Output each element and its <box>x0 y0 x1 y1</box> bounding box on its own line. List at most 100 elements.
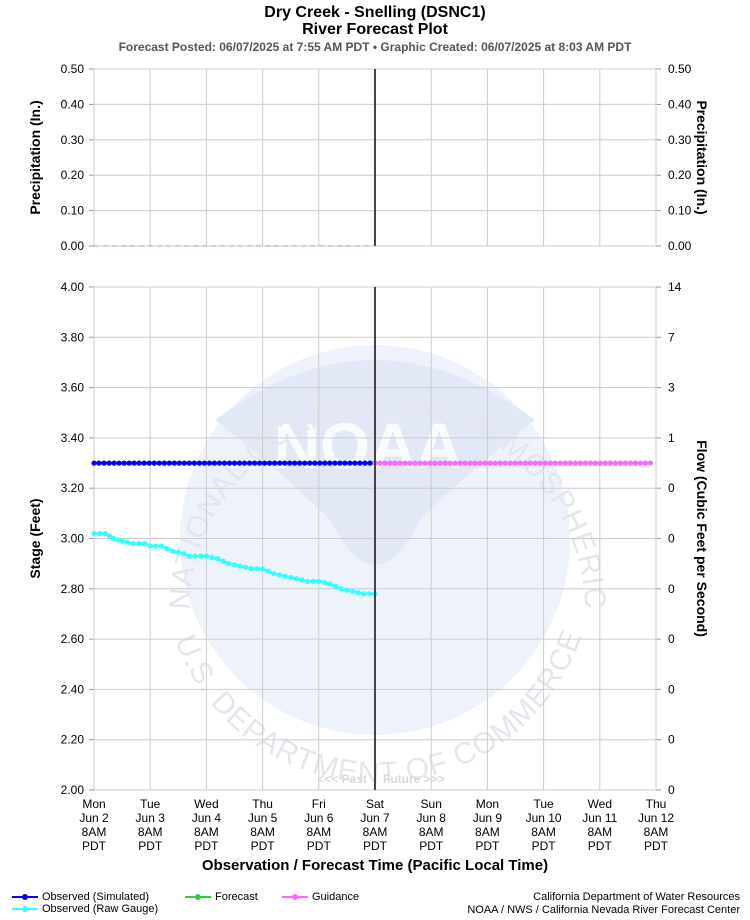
stage-data-point <box>338 586 344 592</box>
x-tick-label: Thu <box>252 797 273 811</box>
legend-label: Forecast <box>215 891 258 903</box>
stage-data-point <box>158 543 164 549</box>
stage-data-point <box>437 460 443 466</box>
stage-data-point <box>442 460 448 466</box>
stage-data-point <box>196 460 202 466</box>
stage-data-point <box>97 530 103 537</box>
x-tick-label: PDT <box>475 839 500 853</box>
stage-ytick-right: 14 <box>668 280 682 294</box>
stage-data-point <box>432 460 438 466</box>
precip-ylabel-right: Precipitation (In.) <box>694 100 710 214</box>
stage-data-point <box>142 540 148 547</box>
stage-data-point <box>121 460 127 466</box>
stage-ytick-right: 3 <box>668 381 675 395</box>
stage-ytick-right: 7 <box>668 330 675 344</box>
stage-data-point <box>387 460 393 466</box>
stage-data-point <box>156 460 162 466</box>
precip-ytick-left: 0.10 <box>61 204 85 218</box>
x-tick-label: Wed <box>588 797 612 811</box>
legend-label: Guidance <box>312 891 360 903</box>
x-tick-label: Fri <box>312 797 326 811</box>
x-tick-label: 8AM <box>82 825 107 839</box>
precip-ytick-right: 0.40 <box>668 97 692 111</box>
stage-ytick-right: 1 <box>668 431 675 445</box>
stage-data-point <box>344 587 350 593</box>
stage-data-point <box>317 460 323 466</box>
stage-data-point <box>333 583 339 589</box>
legend-line-icon <box>12 904 38 914</box>
past-label: <<< Past <box>317 772 367 786</box>
x-axis-title: Observation / Forecast Time (Pacific Loc… <box>202 857 548 874</box>
x-tick-label: PDT <box>82 839 107 853</box>
stage-data-point <box>146 460 152 466</box>
stage-data-point <box>617 460 623 466</box>
credit-dwr: California Department of Water Resources <box>533 891 740 903</box>
precip-ytick-left: 0.00 <box>61 239 85 253</box>
stage-data-point <box>241 460 248 466</box>
stage-ytick-left: 3.80 <box>61 330 85 344</box>
stage-data-point <box>312 460 318 466</box>
stage-data-point <box>226 460 233 466</box>
stage-data-point <box>397 460 403 466</box>
stage-ytick-left: 4.00 <box>61 280 85 294</box>
precip-ytick-right: 0.20 <box>668 168 692 182</box>
x-tick-label: 8AM <box>587 825 612 839</box>
stage-data-point <box>272 460 278 466</box>
stage-ytick-left: 3.20 <box>61 481 85 495</box>
x-tick-label: Jun 10 <box>526 811 562 825</box>
stage-data-point <box>111 535 117 542</box>
stage-data-point <box>412 460 418 466</box>
stage-data-point <box>507 460 513 466</box>
stage-data-point <box>151 460 157 466</box>
stage-data-point <box>186 553 193 559</box>
x-tick-label: PDT <box>194 839 219 853</box>
stage-data-point <box>276 572 283 578</box>
stage-data-point <box>366 591 372 597</box>
precip-ytick-left: 0.50 <box>61 62 85 76</box>
x-tick-label: Mon <box>476 797 499 811</box>
stage-data-point <box>91 460 97 466</box>
stage-data-point <box>512 460 518 466</box>
stage-data-point <box>262 460 268 466</box>
legend-observed-simulated: Observed (Simulated) <box>12 891 149 903</box>
stage-data-point <box>637 460 644 466</box>
stage-data-point <box>147 543 153 549</box>
stage-ytick-right: 0 <box>668 733 675 747</box>
stage-data-point <box>231 562 238 568</box>
stage-data-point <box>126 460 132 466</box>
x-tick-label: Thu <box>646 797 667 811</box>
stage-data-point <box>248 566 254 572</box>
stage-data-point <box>572 460 578 466</box>
stage-data-point <box>427 460 433 466</box>
stage-data-point <box>477 460 483 466</box>
stage-ytick-left: 2.20 <box>61 733 85 747</box>
stage-data-point <box>96 460 102 466</box>
x-tick-label: 8AM <box>250 825 275 839</box>
x-tick-label: 8AM <box>419 825 444 839</box>
stage-data-point <box>277 460 283 466</box>
stage-data-point <box>357 460 363 466</box>
stage-data-point <box>115 537 121 543</box>
x-tick-label: PDT <box>419 839 444 853</box>
stage-data-point <box>293 576 299 582</box>
stage-data-point <box>321 579 327 586</box>
stage-data-point <box>164 546 170 552</box>
stage-ytick-right: 0 <box>668 481 675 495</box>
stage-data-point <box>327 581 333 587</box>
stage-data-point <box>302 460 308 466</box>
stage-data-point <box>382 460 388 466</box>
stage-data-point <box>552 460 558 466</box>
chart-subtitle-title: River Forecast Plot <box>302 21 448 38</box>
stage-data-point <box>467 460 473 466</box>
stage-ytick-left: 2.80 <box>61 582 85 596</box>
stage-data-point <box>192 553 198 559</box>
stage-data-point <box>243 564 249 571</box>
stage-data-point <box>310 578 316 584</box>
credit-noaa: NOAA / NWS / California Nevada River For… <box>467 904 740 916</box>
stage-data-point <box>407 460 413 466</box>
stage-data-point <box>502 460 508 466</box>
x-tick-label: Jun 4 <box>192 811 222 825</box>
stage-ytick-left: 3.40 <box>61 431 85 445</box>
stage-data-point <box>642 460 649 466</box>
